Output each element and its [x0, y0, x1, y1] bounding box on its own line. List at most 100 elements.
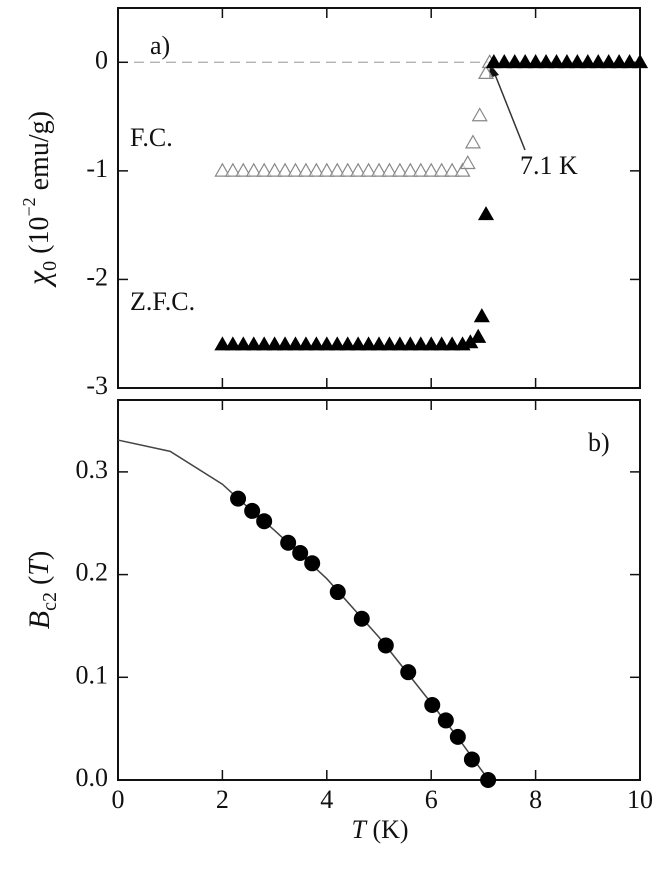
- data-point: [402, 162, 419, 177]
- data-point: [256, 336, 273, 351]
- y-tick-label: -2: [86, 262, 108, 291]
- data-point: [287, 162, 304, 177]
- data-point: [329, 162, 346, 177]
- data-point: [459, 155, 476, 170]
- data-point: [631, 54, 649, 69]
- data-point: [381, 162, 398, 177]
- y-tick-label: 0.0: [76, 763, 109, 792]
- data-point: [280, 534, 297, 551]
- y-axis-label: χ0 (10−2 emu/g): [19, 111, 60, 288]
- data-point: [477, 64, 495, 79]
- y-tick-label: 0.2: [76, 558, 109, 587]
- fit-line: [117, 439, 490, 781]
- x-axis-label-part: (K): [366, 815, 409, 844]
- data-point: [579, 54, 596, 69]
- data-point: [266, 336, 283, 351]
- data-point: [360, 336, 377, 351]
- data-point: [548, 54, 565, 69]
- data-point: [473, 308, 490, 323]
- data-point: [214, 336, 231, 351]
- data-point: [477, 206, 495, 221]
- series-label: F.C.: [130, 123, 173, 152]
- data-point: [433, 336, 450, 351]
- y-axis-label-part: 0: [39, 261, 61, 271]
- data-point: [611, 54, 628, 69]
- data-point: [370, 336, 388, 351]
- data-point: [485, 54, 502, 69]
- data-point: [464, 134, 481, 149]
- data-point: [370, 162, 388, 177]
- data-point: [287, 336, 304, 351]
- data-point: [235, 336, 252, 351]
- data-point: [454, 162, 471, 177]
- plot-frame: [117, 7, 641, 389]
- data-point: [353, 610, 370, 627]
- x-tick-label: 10: [627, 785, 653, 814]
- y-axis-label-part: −2: [19, 197, 39, 216]
- data-point: [412, 336, 429, 351]
- y-axis-label-part: (10: [24, 217, 55, 261]
- y-axis-label-part: T: [24, 558, 55, 576]
- data-point: [244, 502, 261, 519]
- data-point: [350, 162, 367, 177]
- data-point: [449, 728, 466, 745]
- y-tick-label: 0.1: [76, 660, 109, 689]
- data-point: [517, 54, 534, 69]
- data-point: [230, 490, 247, 507]
- data-point: [590, 54, 607, 69]
- data-point: [277, 336, 294, 351]
- data-point: [329, 584, 346, 601]
- data-point: [558, 54, 575, 69]
- y-axis-label-part: (: [24, 576, 55, 592]
- y-axis-label-part: emu/g): [24, 111, 55, 197]
- data-point: [538, 54, 555, 69]
- data-point: [423, 162, 440, 177]
- data-point: [256, 513, 273, 530]
- y-axis-label-part: ): [24, 551, 55, 560]
- data-point: [304, 555, 321, 572]
- x-tick-label: 0: [112, 785, 125, 814]
- data-point: [318, 336, 335, 351]
- data-point: [569, 54, 586, 69]
- data-point: [471, 107, 488, 122]
- data-point: [329, 336, 346, 351]
- data-point: [318, 162, 335, 177]
- data-point: [339, 336, 356, 351]
- data-point: [381, 336, 398, 351]
- data-point: [308, 336, 325, 351]
- data-point: [277, 162, 294, 177]
- x-tick-label: 2: [216, 785, 229, 814]
- panel-label: b): [588, 428, 610, 457]
- y-axis-label-part: χ: [20, 270, 56, 288]
- annotation-arrow: [493, 71, 526, 151]
- data-point: [308, 162, 325, 177]
- data-point: [297, 336, 314, 351]
- data-point: [245, 162, 262, 177]
- data-point: [266, 162, 283, 177]
- data-point: [506, 54, 523, 69]
- data-point: [402, 336, 419, 351]
- data-point: [423, 336, 440, 351]
- data-point: [391, 336, 408, 351]
- data-point: [245, 336, 262, 351]
- data-point: [214, 162, 231, 177]
- y-axis-label: Bc2 (T): [23, 551, 61, 629]
- data-point: [391, 162, 408, 177]
- y-tick-label: -1: [86, 154, 108, 183]
- series-label: Z.F.C.: [130, 287, 195, 316]
- y-tick-label: 0.3: [76, 455, 109, 484]
- x-tick-label: 4: [320, 785, 333, 814]
- annotation: 7.1 K: [520, 151, 578, 180]
- data-point: [433, 162, 450, 177]
- data-point: [350, 336, 367, 351]
- x-axis-label: T (K): [351, 815, 408, 844]
- data-point: [621, 54, 638, 69]
- data-point: [496, 54, 513, 69]
- data-point: [292, 545, 309, 562]
- data-point: [600, 54, 617, 69]
- data-point: [480, 772, 497, 788]
- data-point: [527, 54, 544, 69]
- data-point: [297, 162, 314, 177]
- data-point: [424, 697, 441, 714]
